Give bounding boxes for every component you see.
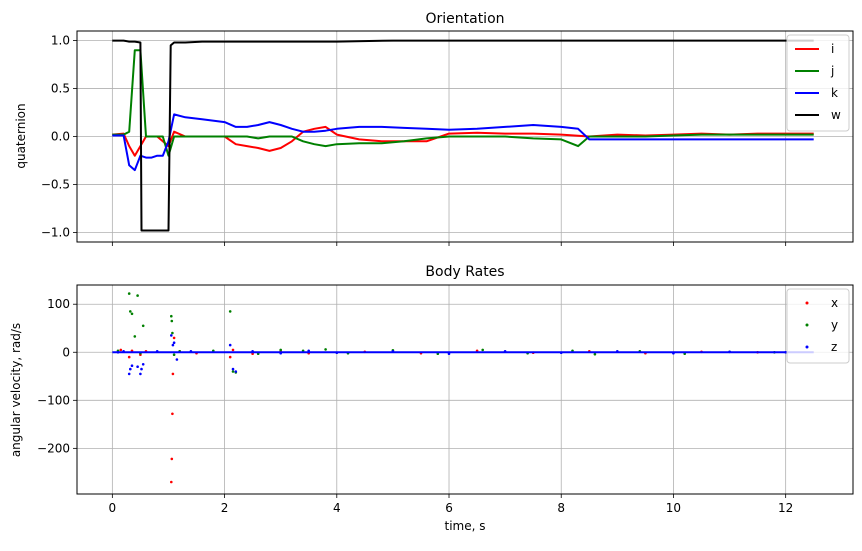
- body-rates-legend-label-x: x: [831, 296, 838, 310]
- body-rates-ylabel: angular velocity, rad/s: [9, 323, 23, 457]
- body-rates-ytick-label: −200: [37, 441, 70, 455]
- orientation-legend-label-i: i: [831, 42, 834, 56]
- body-rates-title: Body Rates: [425, 264, 504, 280]
- body-rates-series-z-point: [231, 367, 235, 371]
- body-rates-series-z-point: [140, 367, 143, 371]
- body-rates-series-y-point: [136, 294, 139, 297]
- body-rates-legend-label-z: z: [831, 340, 837, 354]
- body-rates-series-x-point: [170, 457, 174, 461]
- body-rates-series-y-point: [231, 370, 235, 373]
- body-rates-axes-frame: [76, 284, 854, 495]
- body-rates-xtick-label: 10: [666, 501, 681, 515]
- body-rates-series-y-point: [279, 348, 283, 352]
- orientation-subplot: Orientation quaternion −1.0 −0.5 0.0 0.5 1.0…: [14, 11, 854, 246]
- body-rates-series-y-point: [171, 331, 174, 335]
- body-rates-legend-swatch-z: [805, 345, 809, 349]
- body-rates-xtick-label: 0: [109, 501, 117, 515]
- body-rates-xlabel: time, s: [445, 519, 486, 533]
- body-rates-series-x-point: [170, 480, 173, 484]
- body-rates-series-z-point: [172, 341, 176, 345]
- orientation-ticks: −1.0 −0.5 0.0 0.5 1.0: [41, 34, 787, 246]
- body-rates-series-x-point: [231, 348, 235, 352]
- body-rates-legend-label-y: y: [831, 318, 838, 332]
- body-rates-series-y-point: [172, 353, 176, 357]
- body-rates-xtick-label: 12: [778, 501, 793, 515]
- body-rates-legend-box: [786, 288, 850, 364]
- body-rates-series-z-point: [136, 365, 139, 369]
- orientation-series-k-line: [112, 113, 814, 172]
- body-rates-series-z-point: [228, 343, 232, 347]
- body-rates-series-y-point: [324, 348, 327, 351]
- body-rates-series-z-point: [130, 364, 134, 368]
- body-rates-series-x-point: [171, 372, 175, 376]
- body-rates-xtick-label: 4: [333, 501, 341, 515]
- body-rates-subplot: Body Rates angular velocity, rad/s time,…: [9, 264, 854, 533]
- orientation-legend-box: [786, 34, 850, 132]
- orientation-ytick-label: −1.0: [41, 225, 70, 239]
- body-rates-ticks: 0 2 4 6 8 10 12 −200 −100 0 100: [37, 297, 793, 515]
- body-rates-ytick-label: 100: [47, 297, 70, 311]
- body-rates-series-y-point: [133, 335, 137, 338]
- orientation-ytick-label: 1.0: [51, 34, 70, 48]
- body-rates-series-z-point: [127, 372, 131, 376]
- body-rates-series-y-point: [593, 352, 597, 356]
- body-rates-series-y-point: [170, 319, 174, 323]
- body-rates-ytick-label: 0: [62, 345, 70, 359]
- body-rates-series-y-point: [481, 348, 485, 352]
- body-rates-series-x-point: [171, 412, 174, 416]
- orientation-ytick-label: −0.5: [41, 177, 70, 191]
- body-rates-ytick-label: −100: [37, 393, 70, 407]
- body-rates-series-z-point: [129, 367, 132, 371]
- body-rates-series-y-point: [130, 312, 134, 316]
- body-rates-series-y-point: [127, 292, 131, 295]
- body-rates-series-x-point: [119, 348, 123, 352]
- orientation-title: Orientation: [425, 11, 504, 27]
- body-rates-xtick-label: 8: [557, 501, 565, 515]
- orientation-legend-label-k: k: [831, 86, 838, 100]
- body-rates-series-group: [112, 292, 814, 484]
- orientation-ylabel: quaternion: [14, 103, 28, 168]
- body-rates-legend-swatch-x: [805, 301, 809, 305]
- orientation-legend-label-w: w: [831, 108, 841, 122]
- orientation-series-group: [112, 39, 814, 232]
- body-rates-series-z-point: [171, 343, 175, 347]
- body-rates-series-z-point: [170, 334, 173, 337]
- body-rates-series-x-point: [127, 355, 131, 359]
- body-rates-series-z-point: [175, 358, 179, 361]
- body-rates-legend: xyz: [786, 288, 850, 364]
- orientation-ytick-label: 0.0: [51, 130, 70, 144]
- body-rates-series-x-point: [228, 355, 232, 359]
- body-rates-legend-swatch-y: [805, 323, 809, 327]
- body-rates-series-y-point: [129, 310, 132, 313]
- body-rates-series-z-point: [141, 363, 145, 366]
- orientation-series-j-line: [112, 49, 814, 157]
- body-rates-series-y-point: [141, 324, 145, 328]
- body-rates-series-z-point: [234, 370, 238, 373]
- body-rates-series-y-point: [228, 310, 232, 313]
- body-rates-series-y-point: [170, 314, 173, 318]
- body-rates-xtick-label: 2: [221, 501, 229, 515]
- orientation-series-w-line: [112, 39, 814, 232]
- orientation-legend-label-j: j: [830, 64, 834, 78]
- body-rates-xtick-label: 6: [445, 501, 453, 515]
- body-rates-series-z-point: [139, 372, 142, 376]
- body-rates-series-x-point: [172, 336, 176, 340]
- orientation-ytick-label: 0.5: [51, 82, 70, 96]
